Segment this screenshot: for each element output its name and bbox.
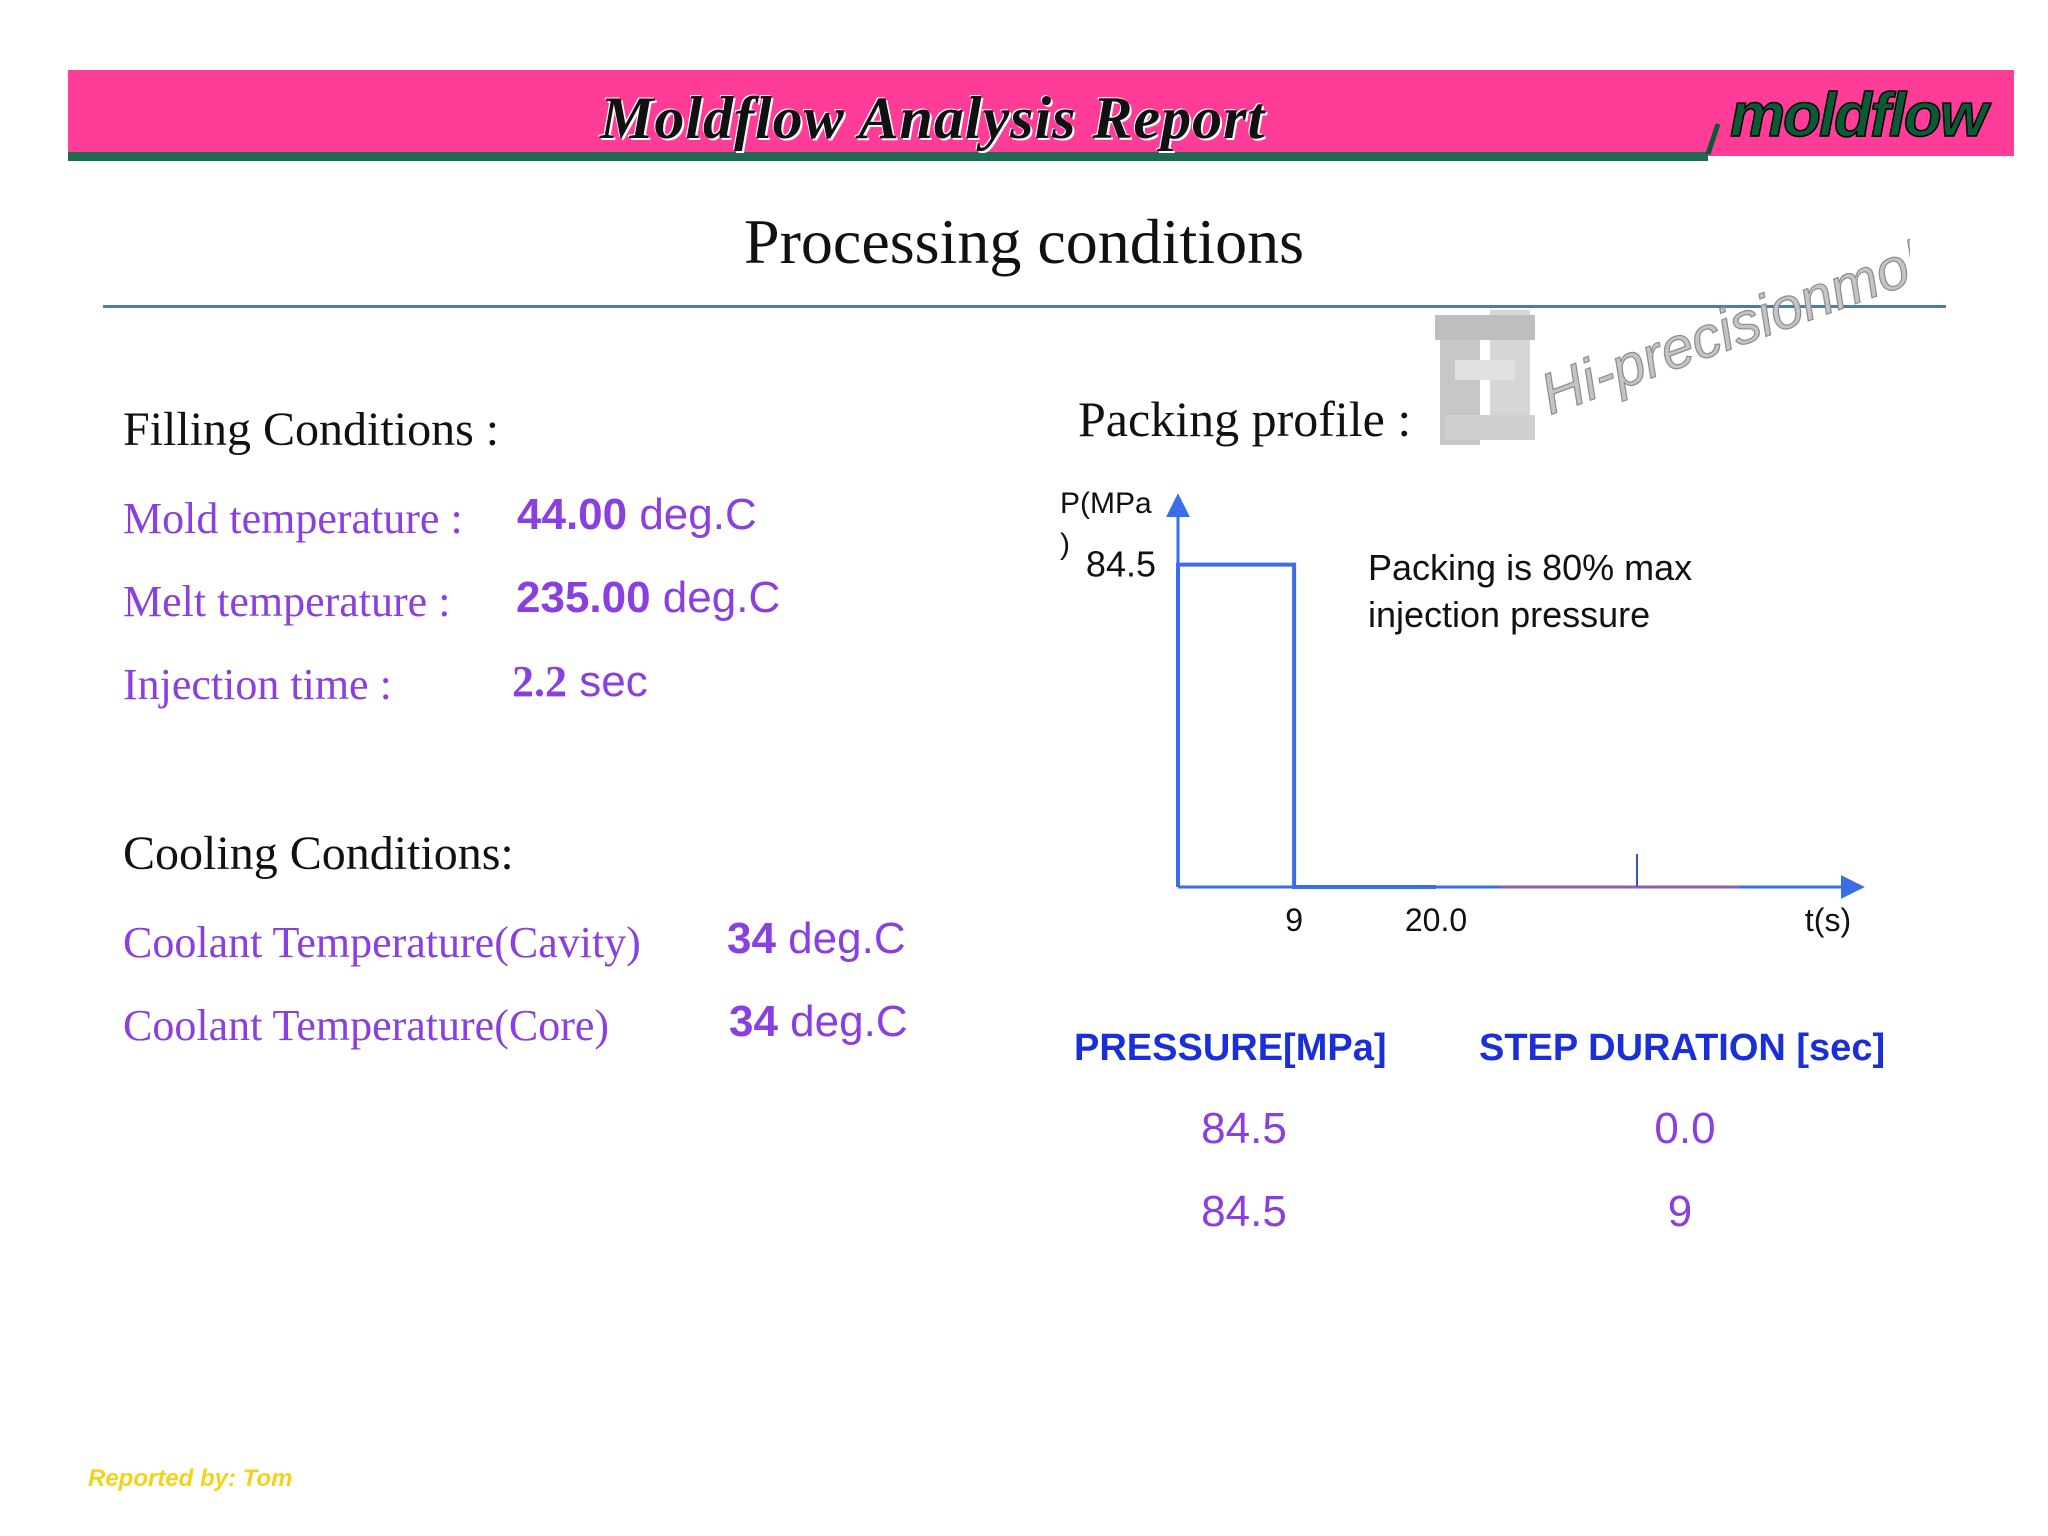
x-tick-label: 20.0 (1405, 902, 1467, 938)
header-accent-line (68, 152, 1708, 161)
packing-note-line2: injection pressure (1368, 594, 1650, 635)
injection-time-value: 2.2 sec (512, 657, 648, 706)
x-tick-label: 9 (1285, 902, 1303, 938)
report-title: Moldflow Analysis Report (600, 85, 1266, 151)
logo-text: moldflow (1730, 81, 1992, 150)
footer-reported-by: Reported by: Tom (88, 1465, 293, 1492)
coolant-core-value: 34 deg.C (729, 997, 908, 1046)
melt-temperature-value: 235.00 deg.C (516, 573, 781, 622)
pressure-column-header: PRESSURE[MPa] (1074, 1027, 1387, 1069)
injection-time-label: Injection time : (123, 660, 392, 709)
packing-heading: Packing profile : (1078, 391, 1412, 447)
packing-note-line1: Packing is 80% max (1368, 547, 1692, 588)
title-divider (103, 305, 1946, 308)
table-cell: 0.0 (1654, 1104, 1716, 1153)
table-cell: 9 (1667, 1187, 1693, 1236)
cooling-heading: Cooling Conditions: (123, 827, 514, 880)
page-title: Processing conditions (744, 206, 1304, 277)
filling-heading: Filling Conditions : (123, 403, 500, 456)
coolant-cavity-label: Coolant Temperature(Cavity) (123, 918, 641, 967)
mold-temperature-label: Mold temperature : (123, 494, 463, 543)
moldflow-logo: moldflow (1705, 80, 1995, 155)
watermark: Hi-precisionmold.com (1435, 215, 1910, 445)
table-cell: 84.5 (1201, 1104, 1287, 1153)
y-axis-label-line1: P(MPa (1060, 487, 1152, 520)
mold-temperature-value: 44.00 deg.C (517, 490, 757, 539)
coolant-core-label: Coolant Temperature(Core) (123, 1001, 610, 1050)
watermark-mold-icon (1435, 310, 1535, 445)
header-banner (68, 70, 2014, 156)
y-tick-label: 84.5 (1086, 544, 1156, 585)
melt-temperature-label: Melt temperature : (123, 577, 451, 626)
coolant-cavity-value: 34 deg.C (727, 914, 906, 963)
step-duration-column-header: STEP DURATION [sec] (1479, 1027, 1886, 1069)
pressure-series-line (1176, 562, 1436, 889)
packing-profile-chart: P(MPa ) 84.5 9 20.0 t(s) Packing is 80% … (1060, 487, 1865, 938)
watermark-text: Hi-precisionmold.com (1532, 215, 1910, 427)
y-axis-label-line2: ) (1060, 528, 1070, 561)
table-cell: 84.5 (1201, 1187, 1287, 1236)
x-axis-label: t(s) (1805, 902, 1851, 938)
